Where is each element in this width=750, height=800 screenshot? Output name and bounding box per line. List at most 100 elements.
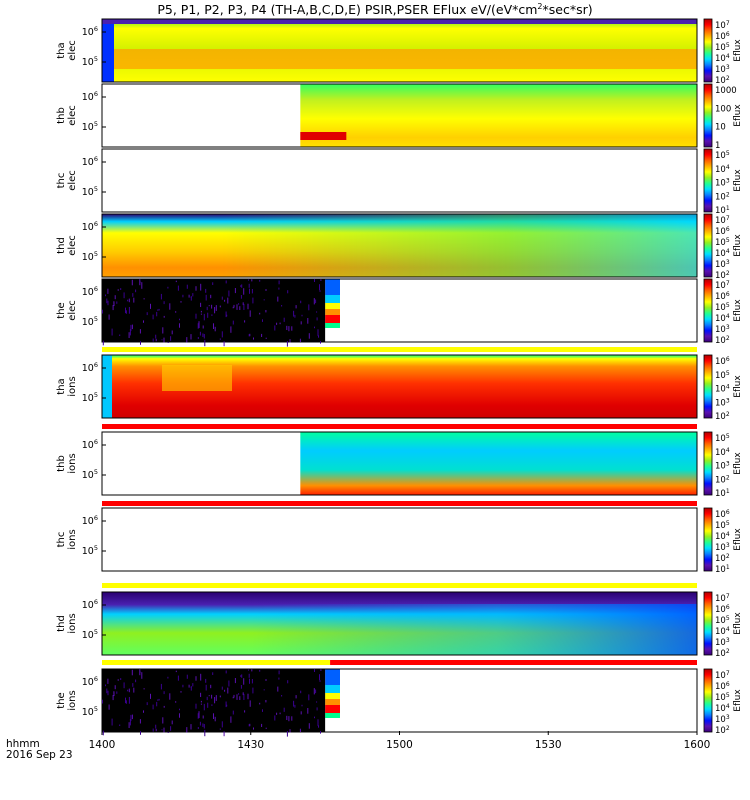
the_elec-column-band — [325, 279, 340, 295]
colorbar-tick-label: 105 — [715, 150, 730, 162]
flag-bar — [102, 501, 697, 506]
ylabel-thd_elec: thdelec — [56, 235, 78, 256]
tha-elec-top — [102, 19, 697, 24]
colorbar-label: Eflux — [733, 528, 743, 551]
colorbar-tick-label: 103 — [715, 637, 730, 649]
colorbar-tick-label: 103 — [715, 259, 730, 271]
the_ions-noise-region — [102, 669, 326, 737]
the_ions-column-band — [325, 699, 340, 705]
ylabel-thc_ions: thcions — [56, 529, 78, 549]
panel-frame — [101, 507, 698, 572]
ylabel-tha_elec: thaelec — [56, 40, 78, 61]
colorbar-tick-label: 102 — [715, 725, 730, 737]
colorbar-tick-label: 104 — [715, 53, 730, 65]
colorbar-tick-label: 107 — [715, 670, 730, 682]
panel-frame — [101, 83, 698, 148]
ytick-label: 106 — [82, 675, 98, 688]
colorbar-tick-label: 104 — [715, 313, 730, 325]
colorbar-thd_ions — [703, 591, 713, 656]
ytick-label: 106 — [82, 361, 98, 374]
the_elec-column-band — [325, 315, 340, 323]
colorbar-tick-label: 104 — [715, 446, 730, 458]
ytick-label: 105 — [82, 55, 98, 68]
colorbar-tick-label: 106 — [715, 681, 730, 693]
ytick-label: 105 — [82, 391, 98, 404]
colorbar-tick-label: 106 — [715, 226, 730, 238]
ylabel-thd_ions: thdions — [56, 613, 78, 633]
the_elec-noise-region — [102, 279, 326, 347]
colorbar-tick-label: 102 — [715, 75, 730, 87]
the_elec-column-band — [325, 303, 340, 309]
colorbar-tick-label: 107 — [715, 20, 730, 32]
colorbar-tick-label: 105 — [715, 369, 730, 381]
tha-elec-edge — [102, 19, 114, 82]
ytick-label: 106 — [82, 155, 98, 168]
flag-bar — [102, 347, 697, 352]
colorbar-tick-label: 100 — [715, 104, 731, 114]
ytick-label: 105 — [82, 120, 98, 133]
colorbar-tick-label: 102 — [715, 648, 730, 660]
flag-bar — [330, 660, 697, 665]
colorbar-tick-label: 104 — [715, 531, 730, 543]
colorbar-tick-label: 107 — [715, 593, 730, 605]
colorbar-tick-label: 10 — [715, 123, 726, 133]
colorbar-tick-label: 103 — [715, 397, 730, 409]
thb-elec-band — [300, 132, 347, 140]
colorbar-thc_ions — [703, 507, 713, 572]
ytick-label: 106 — [82, 598, 98, 611]
thb-elec-spectrum — [300, 84, 697, 147]
colorbar-label: Eflux — [733, 375, 743, 398]
colorbar-tick-label: 104 — [715, 383, 730, 395]
colorbar-tick-label: 105 — [715, 520, 730, 532]
time-format-label: hhmm — [6, 738, 40, 750]
colorbar-tick-label: 105 — [715, 433, 730, 445]
colorbar-tick-label: 102 — [715, 270, 730, 282]
ytick-label: 106 — [82, 90, 98, 103]
colorbar-thb_elec — [703, 83, 713, 148]
colorbar-tick-label: 101 — [715, 564, 730, 576]
colorbar-tick-label: 104 — [715, 703, 730, 715]
colorbar-label: Eflux — [733, 452, 743, 475]
colorbar-label: Eflux — [733, 234, 743, 257]
the_elec-column-band — [325, 309, 340, 315]
colorbar-the_elec — [703, 278, 713, 343]
colorbar-label: Eflux — [733, 612, 743, 635]
colorbar-tick-label: 102 — [715, 191, 730, 203]
panel-frame — [101, 354, 698, 419]
ytick-label: 106 — [82, 438, 98, 451]
colorbar-tick-label: 105 — [715, 692, 730, 704]
colorbar-tha_ions — [703, 354, 713, 419]
flag-bar — [102, 660, 331, 665]
colorbar-tick-label: 103 — [715, 460, 730, 472]
the_ions-column-band — [325, 669, 340, 685]
colorbar-tick-label: 106 — [715, 291, 730, 303]
colorbar-tick-label: 104 — [715, 248, 730, 260]
colorbar-label: Eflux — [733, 39, 743, 62]
ylabel-thc_elec: thcelec — [56, 170, 78, 191]
xtick-label: 1430 — [237, 739, 264, 751]
ytick-label: 105 — [82, 628, 98, 641]
ylabel-thb_elec: thbelec — [56, 105, 78, 126]
colorbar-the_ions — [703, 668, 713, 733]
xtick-label: 1500 — [386, 739, 413, 751]
ylabel-the_ions: theions — [56, 690, 78, 710]
colorbar-tick-label: 103 — [715, 324, 730, 336]
colorbar-tick-label: 106 — [715, 356, 730, 368]
xtick-label: 1400 — [89, 739, 116, 751]
colorbar-tick-label: 107 — [715, 215, 730, 227]
colorbar-tick-label: 106 — [715, 31, 730, 43]
chart-title: P5, P1, P2, P3, P4 (TH-A,B,C,D,E) PSIR,P… — [157, 2, 593, 18]
date-label: 2016 Sep 23 — [6, 749, 73, 761]
ylabel-tha_ions: thaions — [56, 376, 78, 396]
the_ions-column-band — [325, 705, 340, 713]
colorbar-tick-label: 1 — [715, 141, 720, 151]
colorbar-tick-label: 105 — [715, 237, 730, 249]
the_ions-column-band — [325, 713, 340, 718]
